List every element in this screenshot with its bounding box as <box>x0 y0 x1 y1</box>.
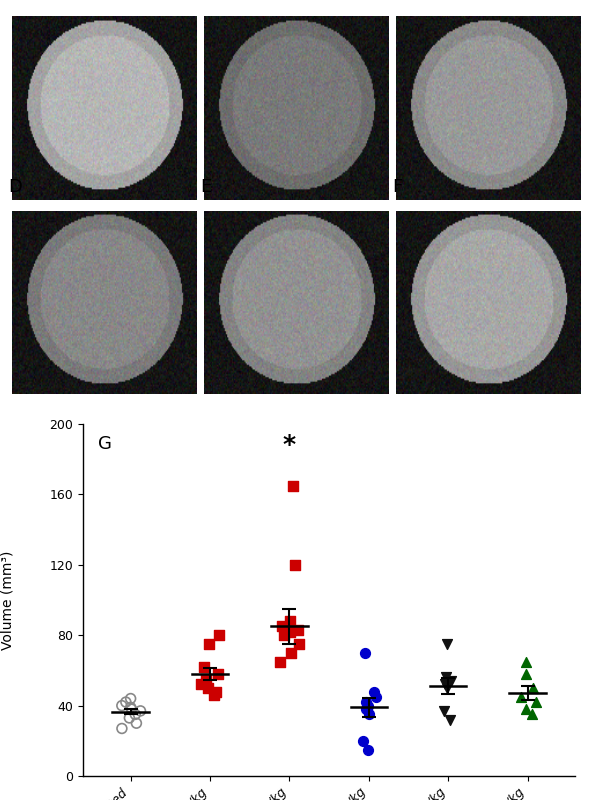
Text: C: C <box>393 0 405 2</box>
Text: A: A <box>8 0 21 2</box>
Point <box>521 667 531 680</box>
Point <box>125 711 134 724</box>
Point <box>360 646 369 659</box>
Point <box>517 690 526 703</box>
Point <box>527 708 537 721</box>
Point <box>293 623 302 636</box>
Point <box>361 696 371 709</box>
Point <box>199 661 209 674</box>
Point <box>212 685 221 698</box>
Point <box>203 682 212 694</box>
Point <box>288 479 298 492</box>
Text: G: G <box>98 434 111 453</box>
Point <box>521 655 531 668</box>
Point <box>521 702 531 715</box>
Point <box>358 734 368 747</box>
Point <box>442 638 452 650</box>
Point <box>136 705 145 718</box>
Point <box>290 558 299 571</box>
Point <box>214 629 224 642</box>
Text: *: * <box>283 433 296 457</box>
Y-axis label: Volume (mm³): Volume (mm³) <box>0 550 14 650</box>
Point <box>127 702 136 715</box>
Point <box>439 705 448 718</box>
Point <box>277 620 286 633</box>
Point <box>196 678 206 691</box>
Point <box>205 638 214 650</box>
Point <box>213 667 223 680</box>
Point <box>126 692 135 705</box>
Point <box>132 717 141 730</box>
Point <box>117 722 127 735</box>
Point <box>201 673 211 686</box>
Point <box>275 655 285 668</box>
Point <box>445 714 454 726</box>
Text: E: E <box>200 178 212 196</box>
Point <box>294 638 304 650</box>
Point <box>209 689 218 702</box>
Point <box>130 708 140 721</box>
Point <box>286 626 295 638</box>
Point <box>361 702 371 715</box>
Point <box>371 690 381 703</box>
Point <box>528 682 537 694</box>
Point <box>287 646 296 659</box>
Point <box>121 696 130 709</box>
Point <box>442 682 452 694</box>
Point <box>364 743 373 756</box>
Point <box>441 671 450 684</box>
Text: B: B <box>200 0 213 2</box>
Point <box>364 699 373 712</box>
Point <box>279 629 289 642</box>
Text: F: F <box>393 178 403 196</box>
Point <box>117 699 126 712</box>
Text: D: D <box>8 178 22 196</box>
Point <box>531 696 541 709</box>
Point <box>285 614 295 627</box>
Point <box>364 708 374 721</box>
Point <box>126 701 135 714</box>
Point <box>447 674 456 687</box>
Point <box>369 685 379 698</box>
Point <box>441 678 450 691</box>
